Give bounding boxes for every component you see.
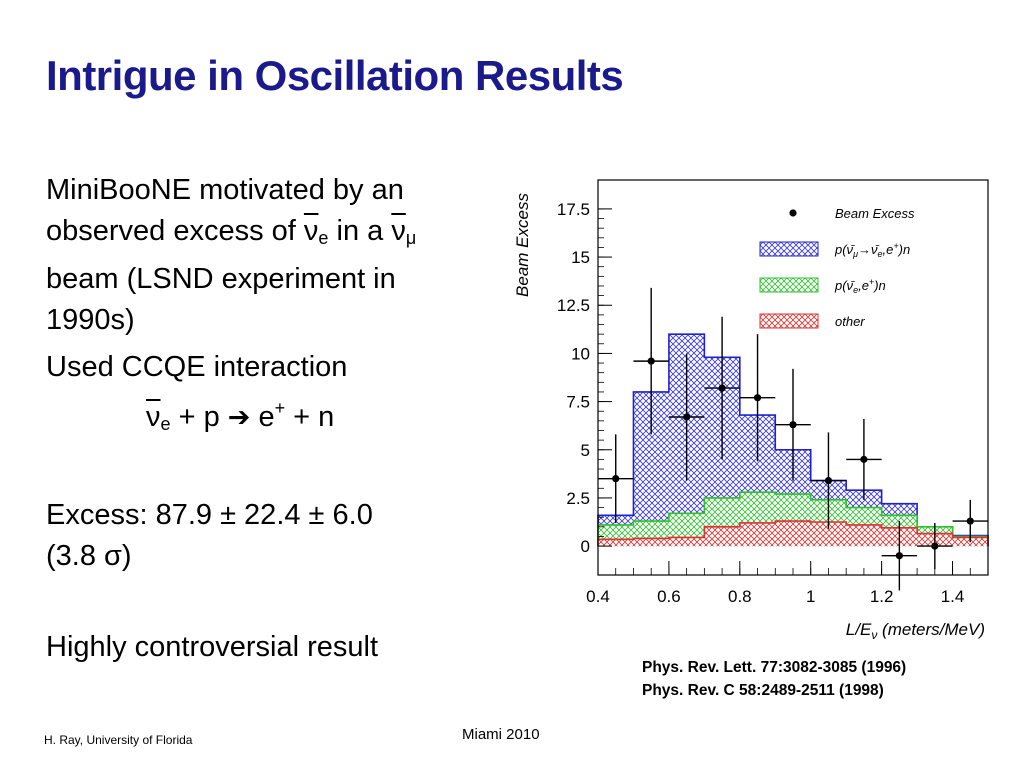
bullet-motivation-line2: observed excess of	[46, 215, 304, 247]
y-tick-label: 12.5	[557, 296, 590, 315]
bullet-motivation-line1: MiniBooNE motivated by an	[46, 174, 404, 206]
arrow-right-icon: ➔	[227, 402, 251, 432]
histogram-bin	[704, 526, 740, 547]
x-tick-label: 1.4	[941, 587, 965, 606]
y-tick-label: 0	[581, 537, 590, 556]
x-tick-label: 0.6	[657, 587, 681, 606]
beam-excess-chart: Beam Excess p(ν̄μ→ν̄e,e+)n p(ν̄e,e+)n other…	[513, 179, 989, 642]
y-tick-label: 7.5	[566, 393, 590, 412]
histogram-bin	[846, 524, 882, 547]
legend-swatch	[759, 241, 819, 257]
histogram-bin	[739, 522, 776, 547]
histogram-bin	[633, 538, 669, 547]
bullet-motivation: MiniBooNE motivated by an observed exces…	[46, 170, 496, 341]
reaction-positron: e	[250, 401, 275, 433]
legend-marker	[789, 209, 797, 217]
data-point	[718, 384, 726, 392]
y-axis-label: Beam Excess	[513, 193, 532, 297]
legend-swatch	[759, 277, 819, 293]
legend-entry: other	[759, 313, 865, 329]
subscript-e: e	[318, 228, 329, 248]
reference-prc: Phys. Rev. C 58:2489-2511 (1998)	[642, 682, 884, 699]
histogram-bin	[598, 539, 634, 547]
bullet-controversial: Highly controversial result	[46, 631, 379, 663]
excess-significance: (3.8 σ)	[46, 540, 132, 572]
reference-prl: Phys. Rev. Lett. 77:3082-3085 (1996)	[642, 659, 907, 676]
reaction-superscript-plus: +	[274, 398, 286, 418]
subscript-mu: μ	[405, 228, 417, 248]
reaction-equation: νe + p ➔ e+ + n	[46, 388, 496, 445]
reaction-nu-symbol: ν	[146, 401, 161, 433]
bullet-motivation-line3: beam (LSND experiment in	[46, 263, 396, 295]
legend-entry: p(ν̄μ→ν̄e,e+)n	[759, 241, 910, 259]
bullet-excess: Excess: 87.9 ± 22.4 ± 6.0 (3.8 σ)	[46, 495, 496, 577]
legend-entry: p(ν̄e,e+)n	[759, 277, 886, 295]
data-point	[683, 413, 691, 421]
histogram-outline	[597, 491, 989, 547]
x-tick-label: 1.2	[870, 587, 894, 606]
y-tick-label: 10	[571, 344, 590, 363]
legend-label: p(ν̄μ→ν̄e,e+)n	[834, 241, 910, 259]
reaction-rhs: + n	[285, 401, 335, 433]
legend-label: Beam Excess	[835, 206, 915, 221]
x-tick-label: 1	[806, 587, 815, 606]
beam-excess-points	[598, 287, 988, 591]
legend-swatch	[759, 313, 819, 329]
x-axis-label: L/Eν (meters/MeV)	[846, 620, 985, 642]
data-point	[860, 455, 868, 463]
y-tick-label: 17.5	[557, 200, 590, 219]
footer-event: Miami 2010	[462, 726, 540, 743]
references: Phys. Rev. Lett. 77:3082-3085 (1996) Phy…	[642, 656, 906, 702]
data-point	[931, 542, 939, 550]
data-point	[895, 552, 903, 560]
y-tick-label: 15	[571, 248, 590, 267]
legend-label: other	[835, 314, 865, 329]
data-point	[647, 357, 655, 365]
slide-title: Intrigue in Oscillation Results	[46, 52, 624, 99]
x-tick-label: 0.4	[586, 587, 610, 606]
histogram-bin	[668, 537, 705, 547]
histogram-outline	[597, 520, 989, 547]
legend-label: p(ν̄e,e+)n	[834, 277, 886, 295]
reaction-subscript-e: e	[160, 414, 171, 434]
y-tick-label: 5	[581, 441, 590, 460]
reaction-lhs: + p	[170, 401, 228, 433]
bullet-ccqe: Used CCQE interaction	[46, 351, 348, 383]
y-tick-label: 2.5	[566, 489, 590, 508]
histogram-bin	[775, 521, 811, 547]
data-point	[966, 517, 974, 525]
bullet-motivation-in-a: in a	[328, 215, 392, 247]
x-tick-label: 0.8	[728, 587, 752, 606]
footer-author: H. Ray, University of Florida	[44, 733, 193, 747]
antineutrino-mu-symbol: ν	[391, 215, 406, 247]
excess-value: Excess: 87.9 ± 22.4 ± 6.0	[46, 499, 373, 531]
data-point	[753, 394, 762, 402]
antineutrino-e-symbol: ν	[303, 215, 319, 247]
data-point	[824, 476, 833, 485]
chart-legend: Beam Excess p(ν̄μ→ν̄e,e+)n p(ν̄e,e+)n other	[759, 206, 915, 329]
bullet-motivation-line4: 1990s)	[46, 304, 135, 336]
bullet-list: MiniBooNE motivated by an observed exces…	[46, 170, 496, 668]
legend-entry: Beam Excess	[789, 206, 915, 221]
data-point	[612, 475, 620, 483]
data-point	[789, 421, 797, 429]
